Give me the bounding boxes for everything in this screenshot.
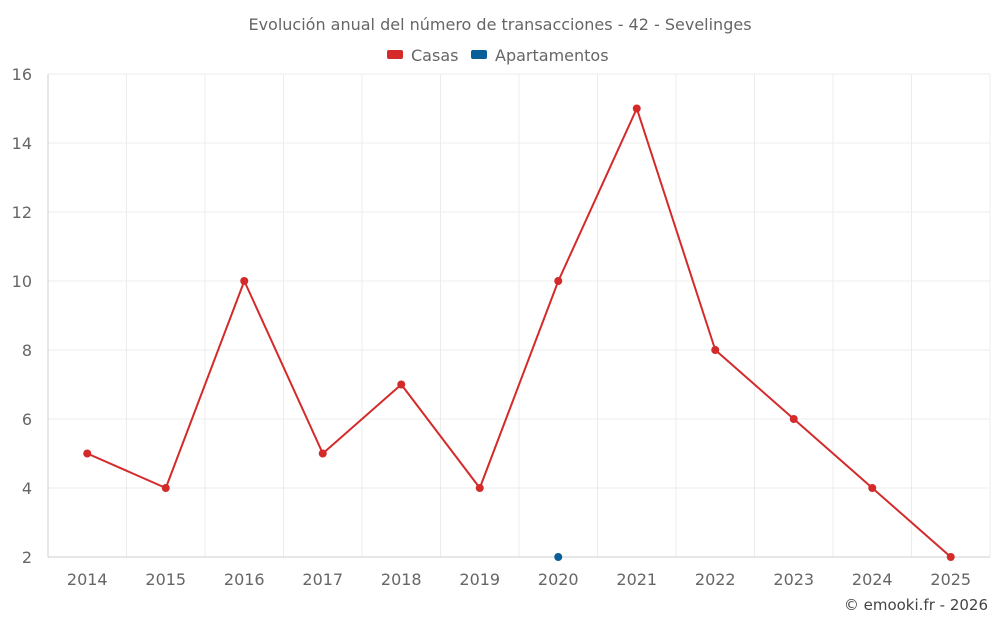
data-point-casas-2021[interactable] [632, 104, 641, 113]
x-tick-label: 2017 [302, 570, 343, 589]
legend-label-casas: Casas [411, 46, 458, 65]
x-tick-label: 2022 [695, 570, 736, 589]
chart-title: Evolución anual del número de transaccio… [248, 15, 751, 34]
legend: Casas Apartamentos [387, 46, 609, 65]
data-point-casas-2020[interactable] [554, 277, 563, 285]
data-point-casas-2017[interactable] [318, 449, 327, 458]
y-tick-label: 2 [22, 548, 32, 567]
series [83, 104, 955, 561]
legend-item-apartamentos[interactable]: Apartamentos [471, 46, 609, 65]
data-point-casas-2022[interactable] [711, 346, 720, 354]
y-tick-label: 14 [12, 134, 32, 153]
x-tick-label: 2015 [145, 570, 186, 589]
x-tick-label: 2019 [459, 570, 500, 589]
data-point-casas-2024[interactable] [868, 484, 877, 492]
y-tick-label: 12 [12, 203, 32, 222]
legend-swatch-casas [387, 50, 403, 59]
legend-swatch-apartamentos [471, 50, 487, 59]
data-point-casas-2018[interactable] [397, 380, 406, 389]
x-tick-label: 2024 [852, 570, 893, 589]
grid [47, 73, 991, 557]
y-tick-label: 16 [12, 65, 32, 84]
data-point-apartamentos-2020[interactable] [554, 553, 563, 561]
series-line-casas [86, 107, 952, 558]
legend-item-casas[interactable]: Casas [387, 46, 458, 65]
x-tick-label: 2023 [773, 570, 814, 589]
legend-label-apartamentos: Apartamentos [495, 46, 609, 65]
x-tick-label: 2021 [616, 570, 657, 589]
credit-text: © emooki.fr - 2026 [844, 596, 988, 614]
y-tick-label: 6 [22, 410, 32, 429]
x-tick-label: 2016 [224, 570, 265, 589]
y-tick-label: 4 [22, 479, 32, 498]
data-point-casas-2016[interactable] [240, 277, 249, 285]
x-tick-label: 2018 [381, 570, 422, 589]
x-tick-label: 2025 [930, 570, 971, 589]
axes: 2 4 6 8 10 12 14 16 2014 2015 2016 2017 2018 2019 2020… [12, 65, 990, 589]
data-point-casas-2015[interactable] [161, 484, 170, 492]
y-tick-label: 10 [12, 272, 32, 291]
data-point-casas-2014[interactable] [83, 449, 92, 458]
data-point-casas-2023[interactable] [789, 415, 798, 423]
data-point-casas-2025[interactable] [946, 553, 955, 561]
series-apartamentos [554, 553, 563, 561]
series-casas [83, 104, 955, 561]
x-tick-label: 2020 [538, 570, 579, 589]
y-tick-label: 8 [22, 341, 32, 360]
data-point-casas-2019[interactable] [475, 484, 484, 492]
x-tick-label: 2014 [67, 570, 108, 589]
